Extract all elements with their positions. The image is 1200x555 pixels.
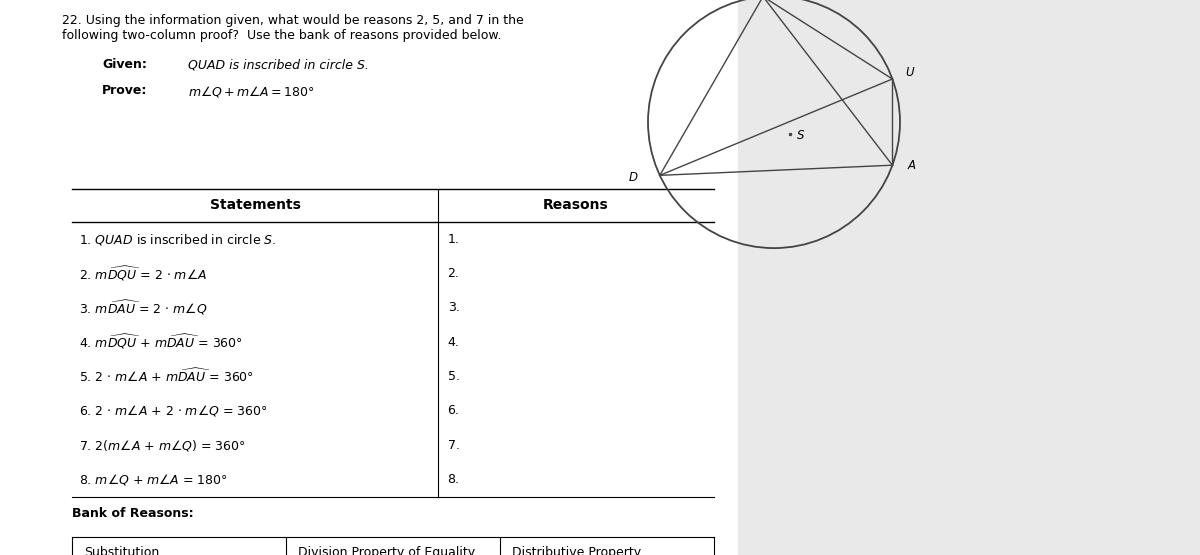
Text: Division Property of Equality: Division Property of Equality [298, 546, 475, 555]
Text: 1.: 1. [448, 233, 460, 246]
Text: A: A [907, 159, 916, 171]
Text: 3. $m\widehat{DAU}$ = 2 $\cdot$ $m\angle Q$: 3. $m\widehat{DAU}$ = 2 $\cdot$ $m\angle… [79, 299, 208, 317]
Text: 7. 2($m\angle A$ + $m\angle Q$) = 360°: 7. 2($m\angle A$ + $m\angle Q$) = 360° [79, 438, 246, 453]
Text: S: S [797, 129, 804, 143]
Text: U: U [905, 66, 913, 79]
Text: Given:: Given: [102, 58, 146, 71]
Text: Distributive Property: Distributive Property [512, 546, 641, 555]
Text: 8. $m\angle Q$ + $m\angle A$ = 180°: 8. $m\angle Q$ + $m\angle A$ = 180° [79, 472, 228, 487]
Text: 5.: 5. [448, 370, 460, 383]
Text: 1. $\it{QUAD}$ is inscribed in circle $\it{S}$.: 1. $\it{QUAD}$ is inscribed in circle $\… [79, 231, 276, 246]
Text: 2.: 2. [448, 267, 460, 280]
Text: Bank of Reasons:: Bank of Reasons: [72, 507, 193, 519]
Text: 6.: 6. [448, 405, 460, 417]
Text: 4. $m\widehat{DQU}$ + $m\widehat{DAU}$ = 360°: 4. $m\widehat{DQU}$ + $m\widehat{DAU}$ =… [79, 333, 244, 351]
Text: QUAD is inscribed in circle S.: QUAD is inscribed in circle S. [188, 58, 370, 71]
Text: 2. $m\widehat{DQU}$ = 2 $\cdot$ $m\angle A$: 2. $m\widehat{DQU}$ = 2 $\cdot$ $m\angle… [79, 264, 208, 282]
Text: 5. 2 $\cdot$ $m\angle A$ + $m\widehat{DAU}$ = 360°: 5. 2 $\cdot$ $m\angle A$ + $m\widehat{DA… [79, 368, 254, 385]
Text: 8.: 8. [448, 473, 460, 486]
Text: 7.: 7. [448, 438, 460, 452]
Text: Substitution: Substitution [84, 546, 160, 555]
Text: 6. 2 $\cdot$ $m\angle A$ + 2 $\cdot$ $m\angle Q$ = 360°: 6. 2 $\cdot$ $m\angle A$ + 2 $\cdot$ $m\… [79, 403, 268, 418]
Text: 3.: 3. [448, 301, 460, 314]
Text: Statements: Statements [210, 198, 300, 213]
Bar [738, 0, 1200, 555]
Text: Reasons: Reasons [544, 198, 608, 213]
Text: Prove:: Prove: [102, 84, 148, 97]
Text: 22. Using the information given, what would be reasons 2, 5, and 7 in the
follow: 22. Using the information given, what wo… [62, 14, 524, 42]
Text: $m\angle Q + m\angle A = 180°$: $m\angle Q + m\angle A = 180°$ [188, 84, 316, 99]
Text: D: D [629, 170, 638, 184]
Text: 4.: 4. [448, 336, 460, 349]
